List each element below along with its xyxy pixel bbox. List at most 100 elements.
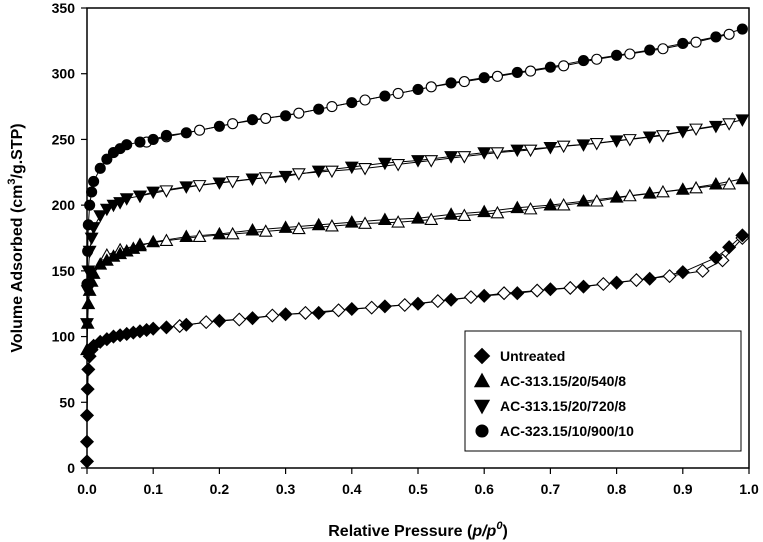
desorption-point: [656, 184, 670, 198]
x-axis-title: Relative Pressure (p/p0): [328, 520, 508, 540]
desorption-point: [622, 188, 637, 202]
desorption-point: [624, 48, 636, 60]
desorption-point: [622, 134, 637, 147]
y-tick-label: 0: [67, 460, 75, 476]
x-tick-label: 0.3: [276, 481, 296, 497]
desorption-point: [291, 221, 306, 235]
desorption-point: [491, 70, 503, 82]
series-3: [81, 23, 748, 290]
adsorption-point: [146, 186, 161, 200]
adsorption-point: [119, 193, 134, 206]
x-tick-label: 1.0: [739, 481, 759, 497]
adsorption-point: [736, 23, 748, 35]
desorption-point: [325, 219, 339, 232]
adsorption-point: [346, 97, 358, 109]
legend-item: AC-323.15/10/900/10: [475, 423, 634, 439]
adsorption-point: [84, 232, 99, 246]
desorption-point: [490, 205, 505, 219]
adsorption-point: [179, 181, 194, 194]
adsorption-point: [642, 131, 657, 144]
legend-marker: [473, 399, 491, 415]
adsorption-point: [133, 190, 147, 204]
x-tick-label: 0.5: [408, 481, 428, 497]
adsorption-point: [609, 135, 624, 148]
x-tick-label: 0.4: [342, 481, 362, 497]
y-tick-label: 150: [52, 263, 76, 279]
adsorption-point: [159, 320, 174, 335]
adsorption-point: [543, 141, 558, 155]
adsorption-point: [94, 162, 106, 174]
adsorption-point: [180, 127, 192, 139]
x-tick-label: 0.7: [541, 481, 561, 497]
desorption-point: [359, 94, 371, 106]
adsorption-point: [245, 311, 260, 326]
adsorption-point: [147, 133, 159, 145]
adsorption-point: [478, 72, 490, 84]
adsorption-point: [642, 186, 657, 199]
desorption-point: [225, 176, 240, 189]
adsorption-point: [377, 157, 392, 171]
desorption-point: [293, 107, 305, 119]
adsorption-point: [121, 139, 133, 151]
legend-label: AC-313.15/20/540/8: [500, 373, 626, 389]
adsorption-point: [510, 286, 525, 301]
legend-label: Untreated: [500, 348, 565, 364]
desorption-point: [326, 101, 338, 113]
adsorption-point: [675, 265, 690, 280]
desorption-point: [589, 194, 604, 207]
adsorption-point: [477, 288, 492, 303]
desorption-point: [364, 300, 379, 315]
desorption-point: [690, 36, 702, 48]
adsorption-point: [377, 212, 392, 225]
desorption-point: [265, 308, 280, 323]
desorption-point: [225, 226, 240, 240]
desorption-point: [656, 130, 670, 143]
adsorption-point: [577, 55, 590, 67]
x-tick-label: 0.9: [673, 481, 693, 497]
adsorption-point: [278, 170, 293, 184]
adsorption-point: [511, 66, 523, 78]
desorption-point: [331, 303, 346, 318]
adsorption-point: [710, 31, 722, 43]
desorption-point: [358, 216, 372, 229]
adsorption-point: [708, 250, 723, 265]
desorption-point: [689, 180, 703, 194]
desorption-point: [657, 43, 669, 55]
x-tick-label: 0.8: [607, 481, 627, 497]
adsorption-point: [411, 211, 425, 224]
legend: Untreated AC-313.15/20/540/8 AC-313.15/20/…: [464, 330, 742, 452]
series-2: [80, 114, 750, 331]
adsorption-point: [735, 114, 750, 127]
y-tick-label: 100: [52, 329, 76, 345]
adsorption-point: [245, 222, 260, 236]
adsorption-point: [444, 292, 459, 307]
adsorption-point: [644, 44, 656, 56]
adsorption-point: [543, 198, 558, 211]
desorption-point: [523, 144, 538, 158]
desorption-point: [689, 123, 703, 137]
desorption-point: [227, 118, 239, 130]
adsorption-point: [735, 228, 750, 243]
adsorption-point: [609, 275, 624, 290]
adsorption-point: [79, 434, 95, 449]
adsorption-point: [677, 37, 689, 50]
adsorption-point: [81, 296, 96, 310]
adsorption-point: [311, 305, 326, 320]
adsorption-point: [477, 147, 492, 160]
adsorption-point: [411, 155, 425, 168]
adsorption-point: [642, 271, 657, 286]
adsorption-point: [311, 165, 326, 179]
desorption-point: [193, 124, 206, 136]
desorption-point: [589, 138, 604, 151]
desorption-point: [258, 224, 273, 237]
desorption-point: [556, 198, 571, 211]
adsorption-point: [477, 204, 492, 218]
y-tick-label: 300: [52, 66, 76, 82]
desorption-point: [497, 286, 512, 301]
desorption-point: [192, 229, 207, 243]
desorption-point: [695, 263, 710, 278]
desorption-point: [425, 81, 437, 93]
desorption-point: [298, 305, 313, 320]
adsorption-point: [81, 362, 96, 377]
